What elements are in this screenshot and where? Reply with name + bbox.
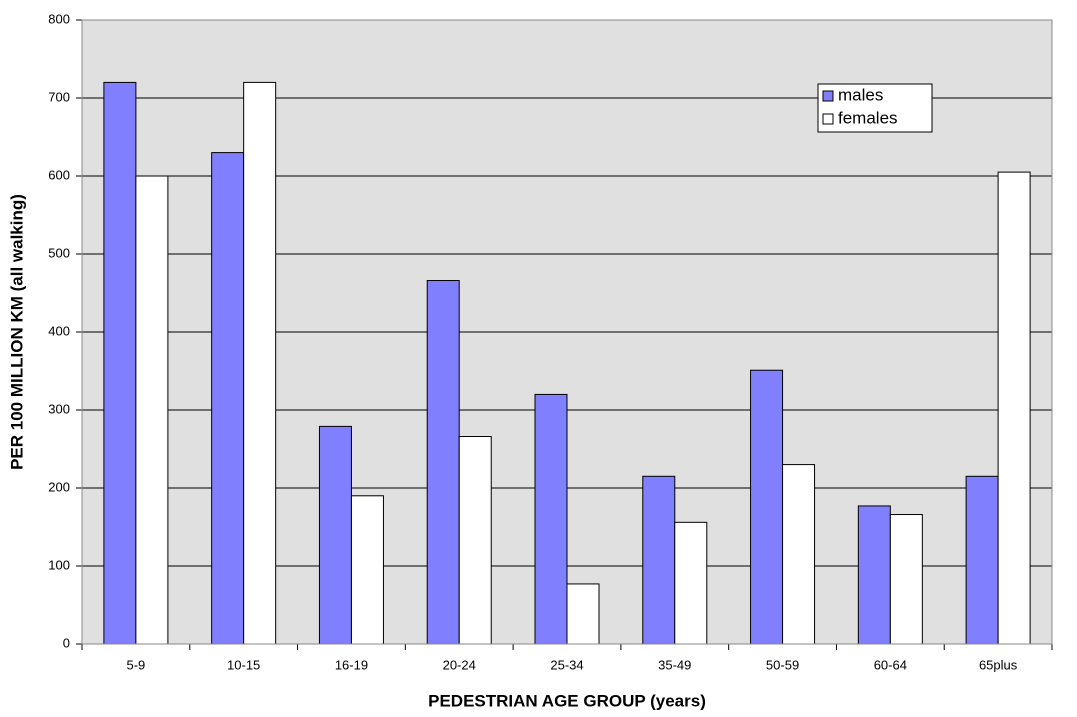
bar bbox=[782, 464, 816, 645]
x-tick-label: 50-59 bbox=[766, 657, 799, 672]
bar bbox=[566, 583, 600, 645]
bar bbox=[997, 171, 1031, 645]
y-tick-label: 800 bbox=[48, 11, 70, 26]
x-tick-label: 35-49 bbox=[658, 657, 691, 672]
x-tick-label: 10-15 bbox=[227, 657, 260, 672]
bar bbox=[350, 495, 384, 645]
bar bbox=[103, 81, 137, 645]
legend-label: males bbox=[838, 85, 883, 104]
y-tick-label: 300 bbox=[48, 401, 70, 416]
bar bbox=[750, 369, 784, 645]
x-tick-label: 25-34 bbox=[550, 657, 583, 672]
legend-box bbox=[817, 83, 933, 133]
bar bbox=[857, 505, 891, 645]
bar bbox=[889, 514, 923, 645]
bar bbox=[243, 81, 277, 645]
y-tick-label: 200 bbox=[48, 479, 70, 494]
bar bbox=[135, 175, 169, 645]
plot-border bbox=[81, 19, 1053, 645]
y-axis-title: PER 100 MILLION KM (all walking) bbox=[7, 194, 26, 470]
legend-label: females bbox=[838, 108, 898, 127]
y-tick-label: 0 bbox=[63, 635, 70, 650]
x-tick-label: 16-19 bbox=[335, 657, 368, 672]
x-tick-label: 60-64 bbox=[874, 657, 907, 672]
legend-swatch bbox=[822, 90, 834, 102]
y-tick-label: 400 bbox=[48, 323, 70, 338]
bar bbox=[318, 425, 352, 645]
y-tick-label: 600 bbox=[48, 167, 70, 182]
x-axis-title: PEDESTRIAN AGE GROUP (years) bbox=[428, 691, 706, 710]
y-tick-label: 100 bbox=[48, 557, 70, 572]
bar bbox=[642, 475, 676, 645]
bar bbox=[674, 521, 708, 645]
x-tick-label: 65plus bbox=[979, 657, 1018, 672]
x-tick-label: 20-24 bbox=[443, 657, 476, 672]
y-tick-label: 700 bbox=[48, 89, 70, 104]
bar bbox=[211, 152, 245, 645]
bar bbox=[458, 436, 492, 645]
bar bbox=[426, 280, 460, 645]
legend-swatch bbox=[822, 113, 834, 125]
bar bbox=[534, 393, 568, 645]
x-tick-label: 5-9 bbox=[126, 657, 145, 672]
y-tick-label: 500 bbox=[48, 245, 70, 260]
bar bbox=[965, 475, 999, 645]
